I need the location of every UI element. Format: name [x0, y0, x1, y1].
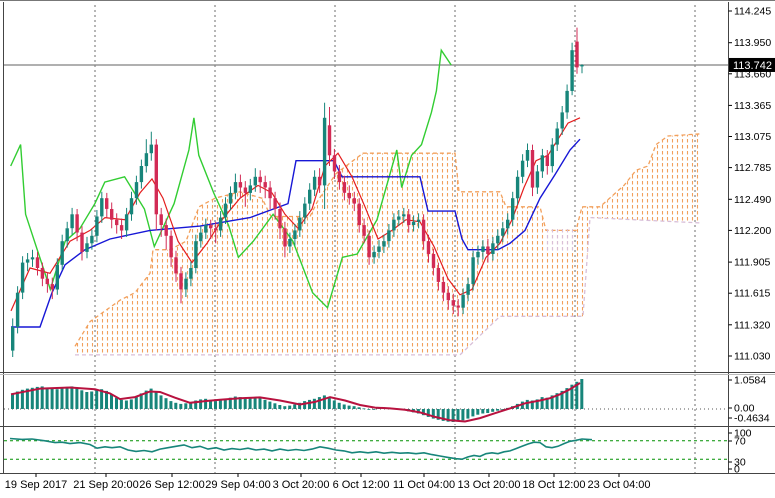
- time-axis-label: 21 Sep 20:00: [73, 479, 138, 491]
- current-price-badge-text: 113.742: [733, 60, 772, 72]
- candles-layer: [11, 27, 584, 357]
- time-axis[interactable]: 19 Sep 2017 21 Sep 20:00 26 Sep 12:00 29 Se…: [5, 473, 651, 492]
- price-axis[interactable]: 114.245113.950113.660113.365113.075112.7…: [728, 6, 772, 476]
- price-axis-label: 111.615: [734, 288, 771, 300]
- rsi-axis-label: 100: [734, 428, 752, 440]
- current-price-badge: [729, 57, 775, 72]
- rsi-line: [9, 437, 593, 461]
- price-axis-label: 112.490: [734, 194, 771, 206]
- macd-axis-label: 0.00: [734, 403, 755, 415]
- time-axis-label: 3 Oct 20:00: [273, 479, 330, 491]
- kumo-cloud-fill: [75, 133, 700, 355]
- time-axis-label: 23 Oct 04:00: [588, 479, 651, 491]
- price-axis-label: 111.320: [734, 319, 771, 331]
- time-axis-label: 6 Oct 12:00: [333, 479, 390, 491]
- price-axis-label: 111.030: [734, 351, 771, 363]
- kumo-thistle-patch: [543, 229, 577, 253]
- time-axis-label: 13 Oct 20:00: [458, 479, 521, 491]
- macd-histogram: [11, 379, 584, 422]
- time-axis-label: 29 Sep 04:00: [205, 479, 270, 491]
- time-axis-label: 19 Sep 2017: [5, 479, 67, 491]
- macd-axis-label: 1.0584: [734, 375, 766, 387]
- kijun-sen-line: [11, 138, 581, 328]
- chikou-span-line: [10, 48, 452, 310]
- price-axis-label: 113.075: [734, 131, 771, 143]
- price-axis-label: 113.950: [734, 37, 771, 49]
- senkou-span-b-line: [75, 216, 701, 356]
- rsi-axis-label: 0: [734, 464, 740, 476]
- price-axis-label: 112.200: [734, 225, 771, 237]
- time-axis-label: 18 Oct 12:00: [523, 479, 586, 491]
- macd-axis-label: -0.4634: [734, 413, 770, 425]
- time-axis-label: 11 Oct 04:00: [393, 479, 455, 491]
- macd-signal-line: [10, 382, 581, 423]
- price-axis-label: 111.905: [734, 257, 771, 269]
- price-axis-label: 112.785: [734, 162, 771, 174]
- rsi-axis-label: 70: [734, 436, 746, 448]
- price-axis-label: 114.245: [734, 6, 771, 18]
- rsi-axis-label: 30: [734, 457, 746, 469]
- time-axis-label: 26 Sep 12:00: [139, 479, 204, 491]
- price-axis-label: 113.365: [734, 100, 771, 112]
